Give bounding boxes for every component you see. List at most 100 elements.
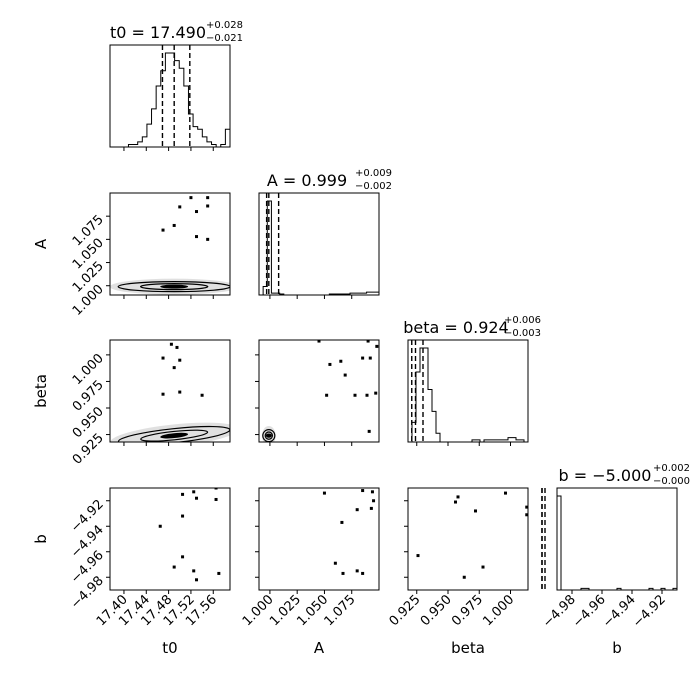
xtick-label-beta: 0.925 (387, 592, 424, 629)
scatter-point (361, 489, 365, 493)
scatter-panel-b-vs-beta (404, 480, 529, 594)
contour-core (160, 284, 189, 289)
scatter-point (454, 500, 457, 504)
scatter-point (361, 571, 365, 575)
scatter-point (178, 390, 182, 394)
scatter-point (175, 345, 179, 349)
scatter-point (195, 235, 199, 239)
histogram-panel-beta: beta = 0.924+0.006 −0.003 (403, 315, 541, 446)
scatter-point (217, 571, 221, 575)
panel-frame-b-vs-A (258, 487, 380, 591)
scatter-point (378, 480, 381, 483)
scatter-point (192, 490, 196, 494)
scatter-point (178, 205, 182, 209)
scatter-point (181, 555, 185, 559)
histogram-steps-A (259, 200, 380, 296)
xtick-label-b: −4.98 (540, 592, 579, 631)
title-minus-t0: −0.021 (206, 33, 243, 44)
panel-content-b-vs-beta (416, 480, 528, 579)
ytick-label-beta: 1.000 (70, 351, 107, 388)
x-axis-label-beta: beta (451, 639, 485, 657)
contour-outer (117, 425, 230, 442)
scatter-point (355, 569, 359, 573)
contour-mid (264, 431, 274, 440)
panel-frame-beta-vs-A (258, 339, 380, 443)
scatter-point (206, 196, 210, 200)
scatter-point (367, 429, 371, 433)
panel-content-beta-vs-t0 (110, 342, 230, 442)
x-axis-label-A: A (314, 639, 325, 657)
title-plus-beta: +0.006 (504, 315, 541, 326)
scatter-point (366, 340, 370, 343)
x-axis-label-b: b (612, 639, 622, 657)
scatter-point (317, 340, 321, 343)
scatter-point (181, 492, 185, 496)
y-axis-label-b: b (32, 534, 50, 544)
y-axis-label-beta: beta (32, 374, 50, 408)
title-minus-b: −0.000 (653, 476, 690, 487)
scatter-point (172, 366, 176, 370)
scatter-point (340, 520, 344, 524)
scatter-point (178, 358, 182, 362)
scatter-point (158, 524, 162, 528)
scatter-point (353, 393, 357, 397)
contour-outer (117, 281, 230, 293)
panel-frame-A-vs-t0 (109, 192, 231, 296)
histogram-steps-beta (408, 347, 528, 443)
panel-content-beta-vs-A (261, 340, 379, 442)
scatter-point (161, 392, 165, 396)
scatter-point (355, 508, 359, 512)
scatter-panel-beta-vs-A (255, 339, 380, 446)
scatter-point (525, 513, 528, 517)
scatter-point (341, 571, 345, 575)
panel-content-b-vs-A (322, 480, 381, 575)
scatter-point (369, 506, 373, 510)
title-b: b = −5.000 (559, 466, 652, 485)
xtick-label-beta: 0.950 (418, 592, 455, 629)
scatter-point (481, 565, 485, 569)
title-plus-t0: +0.028 (206, 20, 243, 31)
scatter-point (375, 344, 379, 348)
scatter-point (416, 554, 420, 558)
scatter-point (195, 496, 199, 500)
scatter-point (325, 393, 329, 397)
title-beta: beta = 0.924 (403, 318, 508, 337)
scatter-point (172, 223, 176, 227)
histogram-steps-t0 (110, 52, 231, 148)
contour-mid (140, 429, 209, 442)
x-axis-label-t0: t0 (162, 639, 177, 657)
scatter-point (189, 196, 193, 200)
scatter-point (474, 509, 477, 513)
scatter-point (517, 480, 520, 483)
scatter-point (206, 237, 210, 241)
panel-frame-beta (407, 339, 529, 443)
scatter-panel-A-vs-t0 (106, 192, 231, 299)
scatter-point (343, 373, 347, 377)
title-A: A = 0.999 (267, 171, 347, 190)
panel-frame-beta-vs-t0 (109, 339, 231, 443)
scatter-point (499, 484, 502, 487)
xtick-label-b: −4.96 (570, 592, 609, 631)
scatter-panel-b-vs-t0 (106, 480, 231, 594)
scatter-point (525, 505, 528, 509)
panel-frame-t0 (109, 44, 231, 148)
scatter-point (333, 561, 337, 565)
scatter-point (195, 578, 199, 582)
scatter-point (161, 356, 165, 360)
histogram-panel-t0: t0 = 17.490 +0.028 −0.021 (109, 20, 243, 151)
scatter-point (370, 490, 374, 494)
scatter-point (513, 480, 516, 483)
contour-core (265, 433, 272, 438)
scatter-point (371, 480, 374, 483)
title-plus-A: +0.009 (355, 168, 392, 179)
xtick-label-b: −4.92 (630, 592, 669, 631)
scatter-point (328, 362, 332, 366)
title-t0: t0 = 17.490 (110, 23, 206, 42)
scatter-point (175, 480, 178, 483)
scatter-point (214, 497, 218, 501)
scatter-panel-beta-vs-t0 (106, 339, 231, 446)
panel-frame-b (556, 487, 678, 591)
scatter-point (322, 491, 326, 495)
scatter-point (374, 391, 378, 395)
scatter-point (365, 393, 369, 397)
